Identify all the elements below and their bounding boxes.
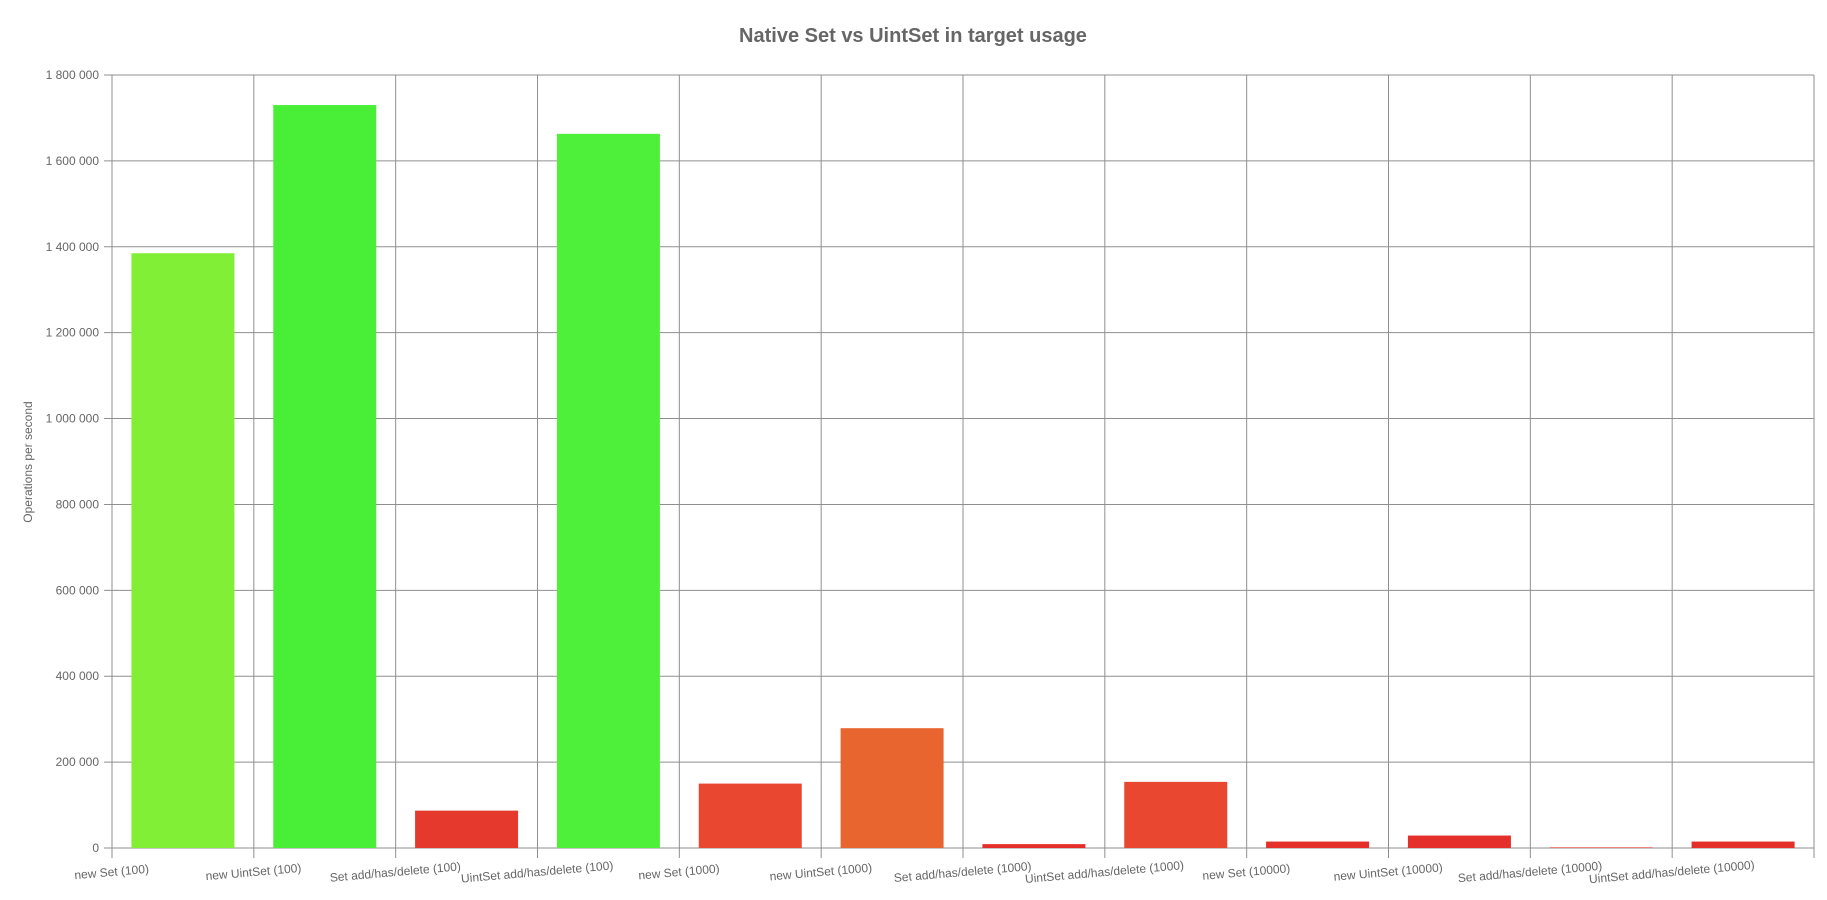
bar [415,810,519,848]
grid-layer [104,74,1815,858]
bar [273,105,377,849]
y-tick-label: 200 000 [56,755,100,769]
x-tick-label: new Set (100) [74,862,150,882]
y-tick-label: 1 400 000 [46,240,100,254]
x-tick-label: Set add/has/delete (100) [329,859,461,884]
bar [131,253,235,848]
x-tick-label: Set add/has/delete (10000) [1457,859,1602,886]
bar [698,783,802,848]
bar [1266,841,1370,848]
bar [1124,781,1228,848]
bar [1549,847,1653,848]
x-tick-label: new Set (1000) [638,861,720,882]
x-axis-ticks: new Set (100) new UintSet (100) Set add/ha… [74,858,1755,886]
x-tick-label: new Set (10000) [1202,861,1291,883]
y-axis-label: Operations per second [21,401,35,522]
x-tick-label: UintSet add/has/delete (1000) [1024,858,1184,886]
x-tick-label: new UintSet (100) [205,861,302,883]
x-tick-label: UintSet add/has/delete (100) [460,858,613,885]
y-tick-label: 800 000 [56,497,100,511]
y-tick-label: 1 200 000 [46,326,100,340]
bar [1407,835,1511,848]
bar [982,844,1086,848]
y-tick-label: 1 800 000 [46,68,100,82]
x-tick-label: UintSet add/has/delete (10000) [1588,858,1755,886]
bar [840,728,944,848]
y-tick-label: 1 000 000 [46,412,100,426]
x-tick-label: Set add/has/delete (1000) [893,859,1032,885]
bar [1691,841,1795,848]
y-axis-ticks: 0 200 000 400 000 600 000 800 000 1 000 000 1 … [46,68,100,855]
y-tick-label: 0 [92,841,99,855]
y-tick-label: 1 600 000 [46,154,100,168]
x-tick-label: new UintSet (10000) [1333,860,1443,883]
bars-layer [131,105,1795,849]
bar [556,133,660,849]
y-tick-label: 600 000 [56,583,100,597]
x-tick-label: new UintSet (1000) [769,861,873,884]
y-tick-label: 400 000 [56,669,100,683]
chart-title: Native Set vs UintSet in target usage [739,25,1087,47]
